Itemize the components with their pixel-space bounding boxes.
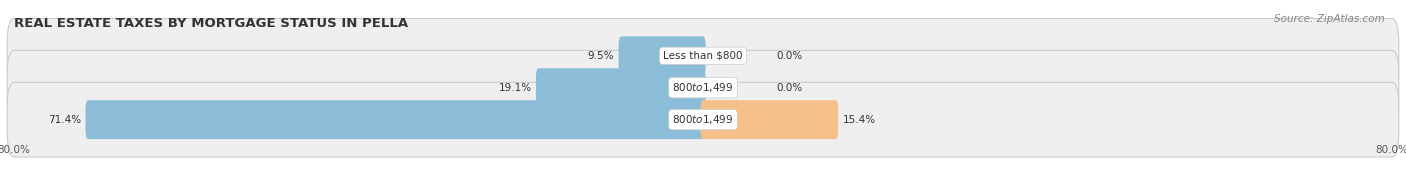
Text: $800 to $1,499: $800 to $1,499	[672, 81, 734, 94]
Legend: Without Mortgage, With Mortgage: Without Mortgage, With Mortgage	[596, 193, 810, 195]
Text: $800 to $1,499: $800 to $1,499	[672, 113, 734, 126]
Text: 19.1%: 19.1%	[499, 83, 531, 93]
FancyBboxPatch shape	[619, 36, 706, 75]
FancyBboxPatch shape	[7, 51, 1399, 125]
Text: 15.4%: 15.4%	[842, 115, 876, 125]
FancyBboxPatch shape	[7, 19, 1399, 93]
FancyBboxPatch shape	[86, 100, 706, 139]
Text: Less than $800: Less than $800	[664, 51, 742, 61]
Text: 71.4%: 71.4%	[48, 115, 82, 125]
FancyBboxPatch shape	[536, 68, 706, 107]
Text: Source: ZipAtlas.com: Source: ZipAtlas.com	[1274, 14, 1385, 24]
Text: 9.5%: 9.5%	[588, 51, 614, 61]
FancyBboxPatch shape	[7, 82, 1399, 157]
Text: 0.0%: 0.0%	[776, 83, 803, 93]
Text: REAL ESTATE TAXES BY MORTGAGE STATUS IN PELLA: REAL ESTATE TAXES BY MORTGAGE STATUS IN …	[14, 17, 408, 30]
Text: 0.0%: 0.0%	[776, 51, 803, 61]
FancyBboxPatch shape	[700, 100, 838, 139]
